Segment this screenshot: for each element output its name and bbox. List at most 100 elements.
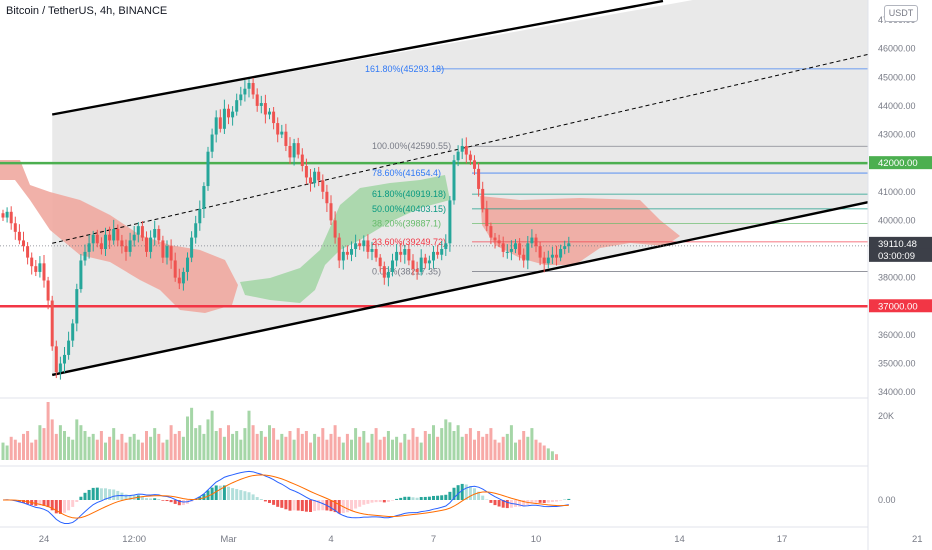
time-axis-tick-label: 4 xyxy=(328,534,333,545)
fib-level-label: 100.00%(42590.55) xyxy=(372,141,451,151)
interval-label[interactable]: 4h xyxy=(99,5,113,17)
candle-body xyxy=(522,254,526,261)
volume-bar xyxy=(522,431,526,460)
volume-bar xyxy=(91,433,95,460)
volume-bar xyxy=(345,433,349,460)
volume-bar xyxy=(555,454,558,460)
channel-upper-line xyxy=(51,0,664,116)
macd-histogram-bar xyxy=(489,500,493,503)
macd-histogram-bar xyxy=(149,498,153,500)
candle-body xyxy=(460,145,464,152)
time-axis-tick-label: 21 xyxy=(912,534,923,545)
channel-lower-line xyxy=(51,201,869,377)
macd-histogram-bar xyxy=(71,500,75,507)
price-axis-background xyxy=(868,0,932,550)
candle-body xyxy=(325,191,329,204)
candle-body xyxy=(145,237,148,252)
volume-bar xyxy=(427,433,431,460)
candle-body xyxy=(38,263,42,272)
volume-bar xyxy=(481,436,485,460)
price-axis-tick-label: 43000.00 xyxy=(878,130,916,140)
macd-histogram-bar xyxy=(34,500,38,506)
macd-histogram-bar xyxy=(378,500,382,503)
volume-bar xyxy=(509,425,513,460)
macd-histogram-bar xyxy=(38,500,42,506)
fib-level-label: 78.60%(41654.4) xyxy=(372,168,441,178)
candle-body xyxy=(198,208,202,224)
fib-level-label: 0.00%(38217.35) xyxy=(372,266,441,276)
volume-bar xyxy=(251,425,255,460)
volume-bar xyxy=(198,425,202,460)
candle-body xyxy=(333,220,337,238)
volume-bar xyxy=(58,425,62,460)
candle-body xyxy=(473,160,476,169)
macd-histogram-bar xyxy=(366,500,370,504)
macd-histogram-bar xyxy=(309,500,312,512)
volume-bar xyxy=(329,433,333,460)
price-label-text: 39110.48 xyxy=(878,239,917,250)
volume-bar xyxy=(54,433,58,460)
volume-bar xyxy=(440,428,444,460)
candle-body xyxy=(489,226,493,238)
separator: , xyxy=(112,5,119,17)
volume-bar xyxy=(444,419,448,460)
volume-bar xyxy=(214,431,218,460)
price-axis-tick-label: 38000.00 xyxy=(878,273,916,283)
candle-body xyxy=(550,254,554,258)
macd-histogram-bar xyxy=(333,500,337,513)
candle-body xyxy=(255,94,259,106)
candle-body xyxy=(362,240,366,247)
volume-bar xyxy=(50,419,54,460)
macd-histogram-bar xyxy=(165,500,169,502)
macd-histogram-bar xyxy=(427,496,431,500)
macd-histogram-bar xyxy=(239,490,243,500)
candle-body xyxy=(104,234,107,250)
volume-bar xyxy=(415,436,419,460)
volume-bar xyxy=(190,407,194,460)
macd-histogram-bar xyxy=(317,500,321,511)
candle-body xyxy=(42,263,46,281)
volume-bar xyxy=(514,442,517,460)
volume-bar xyxy=(374,428,378,460)
macd-histogram-bar xyxy=(436,495,440,500)
macd-histogram-bar xyxy=(153,498,157,500)
candle-body xyxy=(309,177,312,184)
candle-body xyxy=(300,154,304,167)
volume-bar xyxy=(362,431,366,460)
time-axis-tick-label: 24 xyxy=(39,534,50,545)
macd-histogram-bar xyxy=(300,500,304,512)
price-label-text: 42000.00 xyxy=(878,158,918,169)
volume-bar xyxy=(87,436,91,460)
candle-body xyxy=(497,240,501,244)
macd-histogram-bar xyxy=(140,496,144,500)
macd-histogram-bar xyxy=(50,500,54,511)
volume-bar xyxy=(99,431,103,460)
volume-bar xyxy=(67,436,71,460)
volume-bar xyxy=(542,445,546,460)
candle-body xyxy=(140,226,144,238)
volume-bar xyxy=(505,433,509,460)
volume-bar xyxy=(501,436,505,460)
candle-body xyxy=(95,234,99,244)
candle-body xyxy=(263,103,267,115)
volume-bar xyxy=(132,433,136,460)
symbol-name[interactable]: Bitcoin / TetherUS xyxy=(6,5,94,17)
candle-body xyxy=(546,257,550,264)
candle-body xyxy=(91,234,95,244)
currency-button[interactable]: USDT xyxy=(884,5,918,22)
fib-level-label: 23.60%(39249.72) xyxy=(372,237,446,247)
candle-body xyxy=(75,289,79,324)
volume-bar xyxy=(411,428,415,460)
volume-bar xyxy=(304,431,308,460)
macd-histogram-bar xyxy=(440,495,444,500)
ichimoku-cloud-bullish xyxy=(240,175,450,303)
candle-body xyxy=(370,249,374,252)
ichimoku-cloud-bearish xyxy=(480,196,680,265)
price-axis-tick-label: 44000.00 xyxy=(878,101,916,111)
volume-bar xyxy=(169,425,173,460)
candle-body xyxy=(391,260,394,272)
volume-bar xyxy=(83,431,87,460)
macd-histogram-bar xyxy=(112,489,116,500)
